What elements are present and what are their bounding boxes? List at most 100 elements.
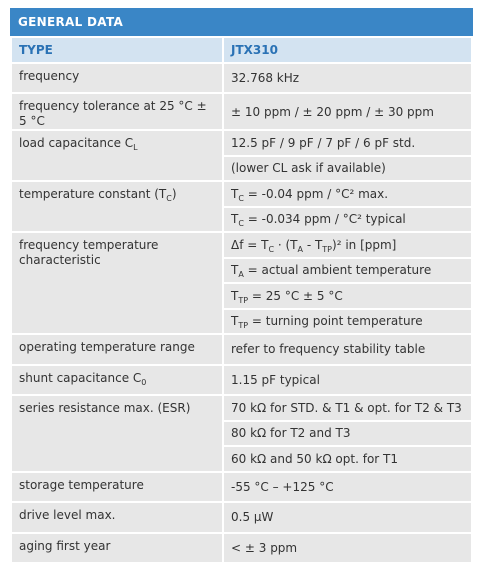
spec-label: shunt capacitance C0 xyxy=(10,363,224,396)
spec-value: TC = -0.04 ppm / °C² max. xyxy=(222,180,473,208)
spec-row: temperature constant (TC) TC = -0.04 ppm … xyxy=(10,180,473,233)
text-run: frequency tolerance at 25 °C ± 5 °C xyxy=(19,99,207,128)
spec-value: refer to frequency stability table xyxy=(222,333,473,366)
spec-row: 80 kΩ for T2 and T3 xyxy=(11,419,473,447)
spec-value: TTP = 25 °C ± 5 °C xyxy=(222,282,473,310)
spec-value: 70 kΩ for STD. & T1 & opt. for T2 & T3 xyxy=(222,394,473,422)
spec-label: series resistance max. (ESR) xyxy=(10,394,224,473)
type-value: JTX310 xyxy=(222,36,473,64)
spec-value: 32.768 kHz xyxy=(222,61,473,94)
subscript: TP xyxy=(322,244,333,254)
spec-label: frequency temperature characteristic xyxy=(10,231,224,335)
text-run: 60 kΩ and 50 kΩ opt. for T1 xyxy=(231,451,398,466)
text-run: ) xyxy=(171,187,177,201)
type-row: TYPE JTX310 xyxy=(10,36,473,64)
text-run: storage temperature xyxy=(19,477,144,492)
spec-value: -55 °C – +125 °C xyxy=(222,470,473,503)
spec-value: TC = -0.034 ppm / °C² typical xyxy=(222,205,473,233)
text-run: )² in [ppm] xyxy=(332,237,397,252)
text-run: = 25 °C ± 5 °C xyxy=(248,288,343,303)
subscript: C xyxy=(238,193,244,203)
subscript: TP xyxy=(238,321,249,331)
subscript: TP xyxy=(238,295,249,305)
subscript: C xyxy=(166,194,172,203)
spec-value: Δf = TC · (TA - TTP)² in [ppm] xyxy=(222,231,473,259)
text-run: refer to frequency stability table xyxy=(231,342,426,357)
text-run: Δf = T xyxy=(231,237,269,252)
spec-row: frequency 32.768 kHz xyxy=(10,61,473,94)
spec-row: frequency tolerance at 25 °C ± 5 °C ± 10 … xyxy=(10,92,473,131)
spec-row: TA = actual ambient temperature xyxy=(11,256,473,284)
spec-value: ± 10 ppm / ± 20 ppm / ± 30 ppm xyxy=(222,92,473,131)
subscript: C xyxy=(268,244,275,254)
spec-row: drive level max. 0.5 µW xyxy=(10,501,473,534)
text-run: ± 10 ppm / ± 20 ppm / ± 30 ppm xyxy=(231,104,434,119)
spec-value: 1.15 pF typical xyxy=(222,363,473,396)
spec-table: TYPE JTX310 frequency 32.768 kHz frequency… xyxy=(10,36,473,564)
subscript: C xyxy=(238,219,244,229)
text-run: T xyxy=(231,186,239,201)
text-run: 80 kΩ for T2 and T3 xyxy=(231,426,351,441)
text-run: 32.768 kHz xyxy=(231,70,300,85)
text-run: 70 kΩ for STD. & T1 & opt. for T2 & T3 xyxy=(231,400,462,415)
text-run: 1.15 pF typical xyxy=(231,372,320,387)
spec-row: aging first year < ± 3 ppm xyxy=(10,531,473,564)
spec-value: 0.5 µW xyxy=(222,501,473,534)
spec-value: TA = actual ambient temperature xyxy=(222,256,473,284)
spec-label: frequency tolerance at 25 °C ± 5 °C xyxy=(10,92,224,131)
spec-row: (lower CL ask if available) xyxy=(11,154,473,182)
spec-label: aging first year xyxy=(10,531,224,564)
text-run: shunt capacitance C xyxy=(19,370,142,385)
spec-row: TTP = turning point temperature xyxy=(11,307,473,335)
spec-row: TTP = 25 °C ± 5 °C xyxy=(11,282,473,310)
spec-row: series resistance max. (ESR) 70 kΩ for ST… xyxy=(10,394,473,473)
type-label: TYPE xyxy=(10,36,224,64)
spec-value: TTP = turning point temperature xyxy=(222,307,473,335)
subscript: A xyxy=(297,244,303,254)
spec-row: operating temperature range refer to freq… xyxy=(10,333,473,366)
spec-label: storage temperature xyxy=(10,470,224,503)
spec-value: (lower CL ask if available) xyxy=(222,154,473,182)
text-run: = -0.04 ppm / °C² max. xyxy=(243,186,389,201)
spec-label: operating temperature range xyxy=(10,333,224,366)
table-body: TYPE JTX310 frequency 32.768 kHz frequency… xyxy=(10,36,473,564)
spec-row: storage temperature -55 °C – +125 °C xyxy=(10,470,473,503)
text-run: T xyxy=(231,263,239,278)
text-run: drive level max. xyxy=(19,508,116,522)
subscript: 0 xyxy=(141,377,147,387)
text-run: · (T xyxy=(274,237,298,252)
text-run: T xyxy=(231,314,239,329)
spec-value: 80 kΩ for T2 and T3 xyxy=(222,419,473,447)
section-title: GENERAL DATA xyxy=(10,8,473,36)
text-run: series resistance max. (ESR) xyxy=(19,401,191,415)
subscript: A xyxy=(238,270,244,280)
text-run: < ± 3 ppm xyxy=(231,540,298,555)
text-run: - T xyxy=(303,237,323,252)
spec-row: 60 kΩ and 50 kΩ opt. for T1 xyxy=(11,445,473,473)
text-run: frequency xyxy=(19,68,80,83)
text-run: = -0.034 ppm / °C² typical xyxy=(243,212,406,227)
text-run: operating temperature range xyxy=(19,340,195,354)
spec-value: < ± 3 ppm xyxy=(222,531,473,564)
text-run: aging first year xyxy=(19,538,111,553)
text-run: T xyxy=(231,288,239,303)
spec-value: 60 kΩ and 50 kΩ opt. for T1 xyxy=(222,445,473,473)
text-run: 0.5 µW xyxy=(231,510,274,525)
text-run: frequency temperature characteristic xyxy=(19,238,159,267)
text-run: (lower CL ask if available) xyxy=(231,161,386,176)
spec-label: frequency xyxy=(10,61,224,94)
text-run: = actual ambient temperature xyxy=(243,263,432,278)
text-run: temperature constant (T xyxy=(19,187,167,201)
spec-row: frequency temperature characteristic Δf =… xyxy=(10,231,473,335)
spec-sheet: GENERAL DATA TYPE JTX310 frequency 32.768… xyxy=(10,8,473,564)
text-run: -55 °C – +125 °C xyxy=(231,479,334,494)
text-run: 12.5 pF / 9 pF / 7 pF / 6 pF std. xyxy=(231,135,416,150)
spec-row: load capacitance CL 12.5 pF / 9 pF / 7 pF… xyxy=(10,129,473,182)
spec-value: 12.5 pF / 9 pF / 7 pF / 6 pF std. xyxy=(222,129,473,157)
spec-row: shunt capacitance C0 1.15 pF typical xyxy=(10,363,473,396)
subscript: L xyxy=(133,143,138,152)
spec-label: temperature constant (TC) xyxy=(10,180,224,233)
text-run: T xyxy=(231,212,239,227)
text-run: load capacitance C xyxy=(19,136,134,150)
